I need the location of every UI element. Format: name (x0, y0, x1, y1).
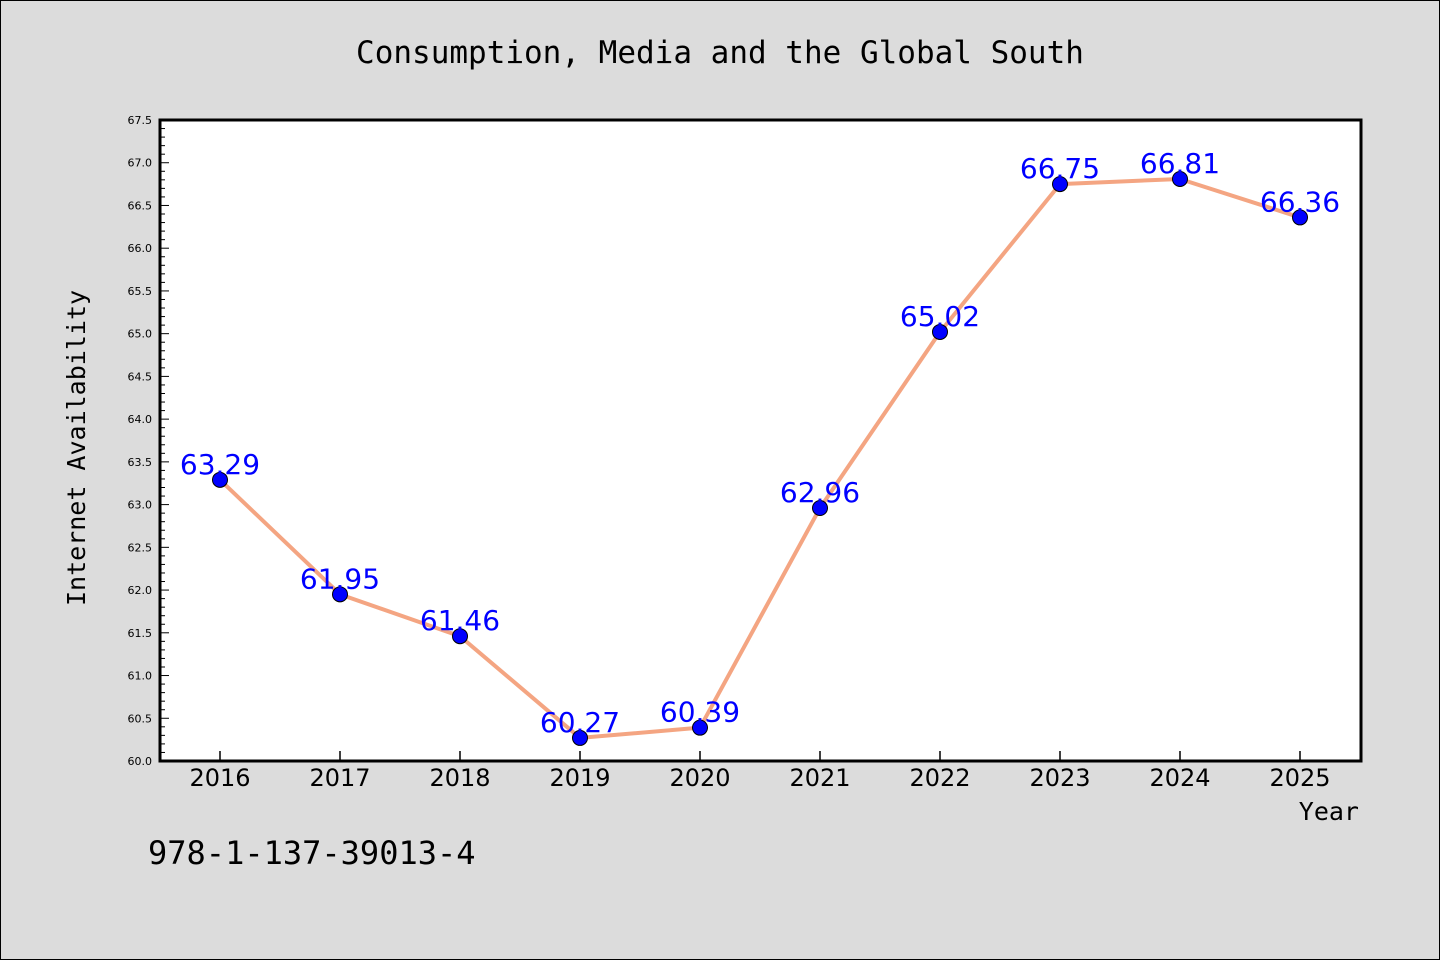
x-tick-label: 2017 (309, 764, 370, 792)
y-tick-label: 62.0 (128, 584, 153, 597)
data-label: 61.95 (300, 562, 380, 595)
data-point (212, 471, 228, 488)
y-tick-label: 63.0 (128, 499, 153, 512)
x-tick-label: 2018 (429, 764, 490, 792)
plot-area (160, 120, 1361, 761)
y-tick-label: 64.5 (128, 370, 153, 383)
y-tick-label: 62.5 (128, 541, 153, 554)
data-label: 66.75 (1020, 152, 1100, 185)
footer-text: 978-1-137-39013-4 (148, 834, 476, 872)
y-tick-label: 60.5 (128, 712, 153, 725)
series-markers (212, 170, 1308, 746)
y-axis-label: Internet Availability (62, 290, 91, 606)
x-tick-label: 2016 (189, 764, 250, 792)
x-axis-label: Year (1299, 797, 1359, 826)
data-point (1172, 170, 1188, 187)
data-labels: 63.29 61.95 61.46 60.27 60.39 62.96 65.02 66.75… (180, 147, 1340, 739)
series-line (218, 176, 1302, 740)
data-label: 62.96 (780, 476, 860, 509)
data-label: 60.39 (660, 696, 740, 729)
y-tick-label: 65.5 (128, 285, 153, 298)
x-tick-label: 2020 (669, 764, 730, 792)
y-axis-ticks: 60.0 60.5 61.0 61.5 62.0 62.5 63.0 63.5 64.0 64.5… (128, 114, 169, 768)
data-point (332, 586, 348, 603)
y-tick-label: 61.0 (128, 670, 153, 683)
data-label: 61.46 (420, 604, 500, 637)
data-label: 65.02 (900, 300, 980, 333)
data-point (932, 323, 948, 340)
y-tick-label: 66.0 (128, 242, 153, 255)
y-tick-label: 63.5 (128, 456, 153, 469)
x-tick-label: 2024 (1149, 764, 1210, 792)
data-label: 60.27 (540, 706, 620, 739)
data-point (452, 628, 468, 645)
data-point (812, 500, 828, 517)
data-point (692, 719, 708, 736)
plot-frame (158, 118, 1363, 763)
data-point (1292, 209, 1308, 226)
y-tick-label: 65.0 (128, 328, 153, 341)
x-tick-label: 2025 (1269, 764, 1330, 792)
y-tick-label: 60.0 (128, 755, 153, 768)
x-tick-label: 2019 (549, 764, 610, 792)
x-tick-label: 2023 (1029, 764, 1090, 792)
x-tick-label: 2021 (789, 764, 850, 792)
chart-title: Consumption, Media and the Global South (356, 35, 1084, 71)
data-label: 66.81 (1140, 147, 1220, 180)
y-tick-label: 64.0 (128, 413, 153, 426)
y-tick-label: 66.5 (128, 199, 153, 212)
data-label: 63.29 (180, 448, 260, 481)
data-point (572, 729, 588, 746)
data-point (1052, 176, 1068, 193)
y-tick-label: 67.5 (128, 114, 153, 127)
data-label: 66.36 (1260, 185, 1340, 218)
y-tick-label: 61.5 (128, 627, 153, 640)
x-tick-label: 2022 (909, 764, 970, 792)
x-axis-ticks: 2016 2017 2018 2019 2020 2021 2022 2023 2024 2025 (189, 751, 1331, 792)
y-tick-label: 67.0 (128, 157, 153, 170)
